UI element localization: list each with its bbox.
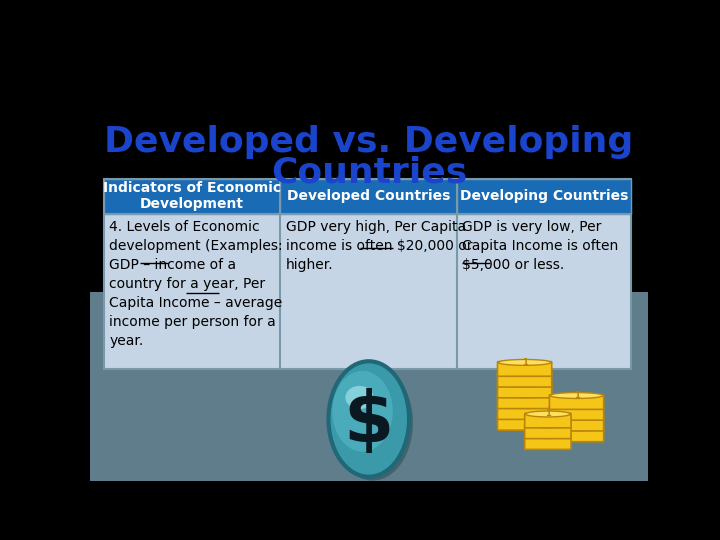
Ellipse shape <box>526 422 570 428</box>
Ellipse shape <box>550 403 603 409</box>
Text: Developed vs. Developing: Developed vs. Developing <box>104 125 634 159</box>
FancyBboxPatch shape <box>498 394 552 409</box>
FancyBboxPatch shape <box>525 424 571 438</box>
Ellipse shape <box>550 414 603 420</box>
Ellipse shape <box>333 365 413 481</box>
Ellipse shape <box>346 386 374 409</box>
Ellipse shape <box>498 403 551 408</box>
Text: 1: 1 <box>522 358 528 367</box>
Text: 1: 1 <box>574 402 580 411</box>
Text: 1: 1 <box>522 390 528 399</box>
Ellipse shape <box>526 411 570 417</box>
Text: Developed Countries: Developed Countries <box>287 190 451 204</box>
Text: $: $ <box>343 388 394 457</box>
Text: Indicators of Economic
Development: Indicators of Economic Development <box>103 181 282 212</box>
Ellipse shape <box>498 381 551 387</box>
Text: 4. Levels of Economic
development (Examples:
GDP – income of a
country for a yea: 4. Levels of Economic development (Examp… <box>109 220 283 348</box>
Ellipse shape <box>498 413 551 419</box>
Ellipse shape <box>550 425 603 431</box>
FancyBboxPatch shape <box>549 416 603 431</box>
Text: 1: 1 <box>545 409 551 418</box>
Ellipse shape <box>333 371 393 452</box>
Text: 1: 1 <box>574 423 580 433</box>
FancyBboxPatch shape <box>498 373 552 387</box>
Text: 1: 1 <box>522 380 528 388</box>
FancyBboxPatch shape <box>525 413 571 428</box>
Polygon shape <box>104 179 281 214</box>
Text: 1: 1 <box>545 431 551 440</box>
Ellipse shape <box>550 393 603 399</box>
Text: GDP is very low, Per
Capita Income is often
$5,000 or less.: GDP is very low, Per Capita Income is of… <box>462 220 618 272</box>
Ellipse shape <box>498 370 551 376</box>
FancyBboxPatch shape <box>498 416 552 430</box>
Text: Developing Countries: Developing Countries <box>460 190 628 204</box>
Text: 1: 1 <box>522 369 528 377</box>
Ellipse shape <box>498 392 551 397</box>
Polygon shape <box>281 179 457 214</box>
Text: 1: 1 <box>545 420 551 429</box>
Ellipse shape <box>498 360 551 366</box>
FancyBboxPatch shape <box>498 362 552 376</box>
Polygon shape <box>90 292 648 481</box>
Text: 1: 1 <box>522 401 528 410</box>
Polygon shape <box>104 179 631 369</box>
Text: Countries: Countries <box>271 156 467 190</box>
Ellipse shape <box>328 361 409 477</box>
Text: 1: 1 <box>574 413 580 422</box>
Text: 1: 1 <box>522 412 528 421</box>
Ellipse shape <box>526 433 570 438</box>
Polygon shape <box>457 179 631 214</box>
FancyBboxPatch shape <box>498 383 552 398</box>
FancyBboxPatch shape <box>549 395 603 409</box>
FancyBboxPatch shape <box>525 435 571 449</box>
FancyBboxPatch shape <box>549 427 603 442</box>
FancyBboxPatch shape <box>549 406 603 420</box>
FancyBboxPatch shape <box>498 405 552 420</box>
Text: GDP very high, Per Capita
income is often $20,000 or
higher.: GDP very high, Per Capita income is ofte… <box>286 220 472 272</box>
Text: 1: 1 <box>574 391 580 400</box>
